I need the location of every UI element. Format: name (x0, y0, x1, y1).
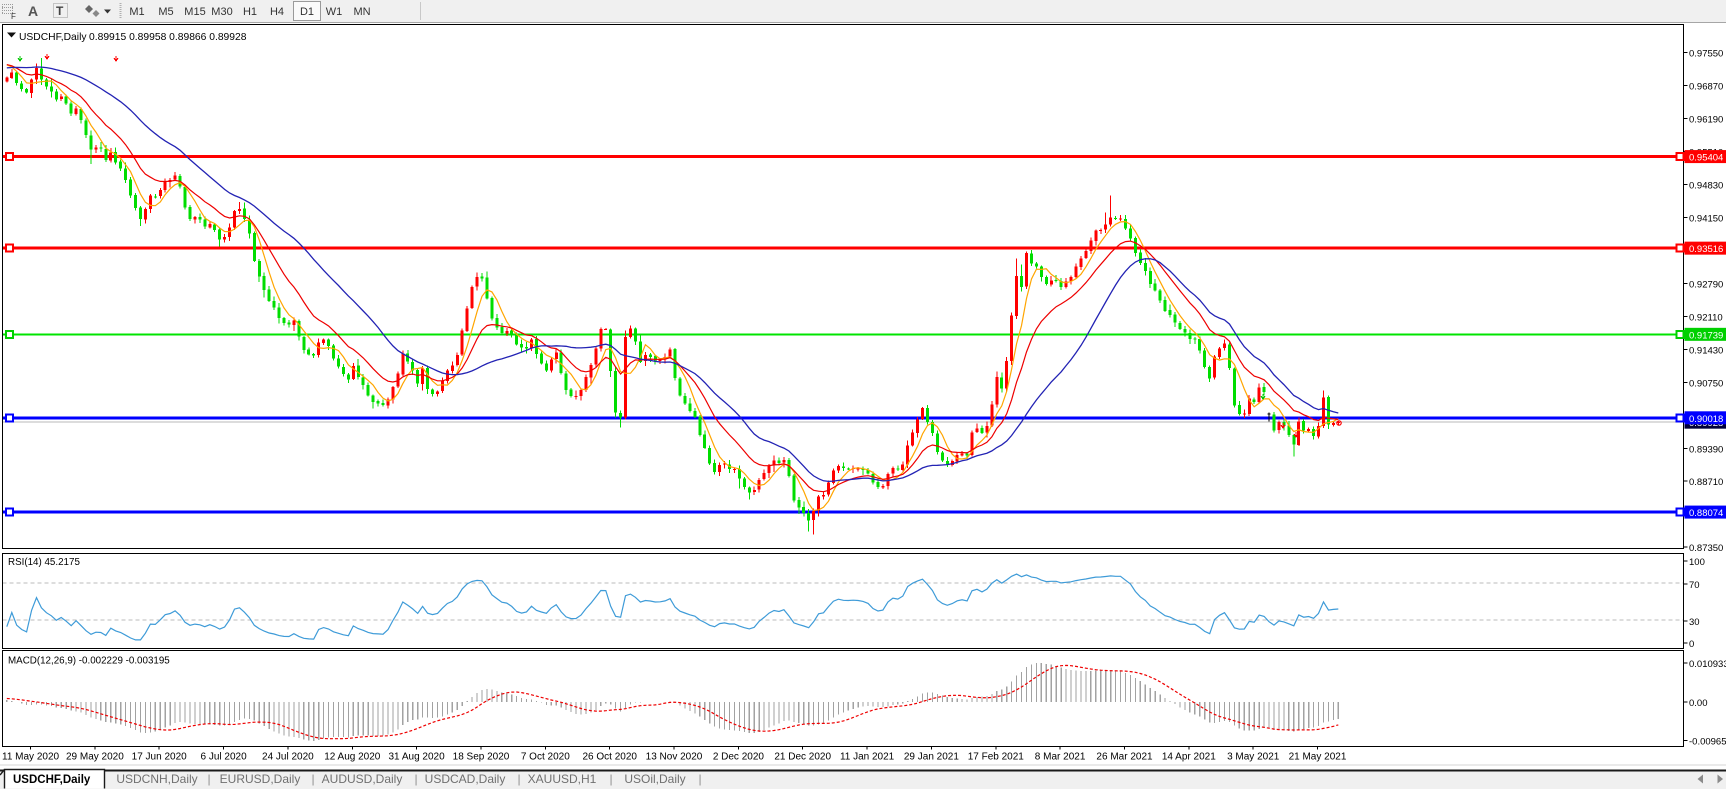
svg-text:100: 100 (1689, 557, 1705, 568)
svg-text:USDCHF,Daily: USDCHF,Daily (19, 32, 87, 43)
svg-text:0.90750: 0.90750 (1689, 378, 1723, 389)
svg-text:12 Aug 2020: 12 Aug 2020 (324, 752, 381, 763)
svg-text:MACD(12,26,9) -0.002229 -0.003: MACD(12,26,9) -0.002229 -0.003195 (8, 656, 170, 667)
svg-text:0.87350: 0.87350 (1689, 543, 1723, 554)
svg-text:3 May 2021: 3 May 2021 (1227, 752, 1280, 763)
svg-text:0.91739: 0.91739 (1689, 330, 1723, 341)
svg-text:0.96190: 0.96190 (1689, 114, 1723, 125)
svg-text:18 Sep 2020: 18 Sep 2020 (453, 752, 510, 763)
svg-text:MN: MN (353, 6, 370, 18)
svg-text:USDCAD,Daily: USDCAD,Daily (425, 772, 506, 786)
svg-text:0.92110: 0.92110 (1689, 312, 1723, 323)
svg-text:M15: M15 (184, 6, 205, 18)
svg-text:0.95404: 0.95404 (1689, 153, 1723, 164)
svg-text:|: | (414, 772, 417, 786)
svg-text:30: 30 (1689, 617, 1700, 628)
svg-text:26 Mar 2021: 26 Mar 2021 (1096, 752, 1153, 763)
svg-text:0.89915 0.89958 0.89866 0.8992: 0.89915 0.89958 0.89866 0.89928 (89, 32, 247, 43)
svg-text:0.93516: 0.93516 (1689, 244, 1723, 255)
svg-text:0.010933: 0.010933 (1689, 659, 1726, 670)
svg-text:D1: D1 (300, 6, 314, 18)
svg-text:H1: H1 (243, 6, 257, 18)
svg-text:31 Aug 2020: 31 Aug 2020 (389, 752, 446, 763)
svg-text:T: T (56, 4, 64, 18)
svg-text:17 Feb 2021: 17 Feb 2021 (968, 752, 1025, 763)
svg-text:21 Dec 2020: 21 Dec 2020 (774, 752, 831, 763)
svg-text:6 Jul 2020: 6 Jul 2020 (201, 752, 248, 763)
svg-text:M1: M1 (129, 6, 144, 18)
svg-text:11 May 2020: 11 May 2020 (2, 752, 60, 763)
svg-text:M5: M5 (158, 6, 173, 18)
svg-text:0.96870: 0.96870 (1689, 81, 1723, 92)
svg-text:0.90018: 0.90018 (1689, 414, 1723, 425)
svg-text:70: 70 (1689, 580, 1700, 591)
svg-text:AUDUSD,Daily: AUDUSD,Daily (322, 772, 403, 786)
svg-text:USDCHF,Daily: USDCHF,Daily (13, 774, 91, 786)
svg-text:USOil,Daily: USOil,Daily (624, 772, 685, 786)
svg-text:|: | (698, 772, 701, 786)
svg-text:|: | (609, 772, 612, 786)
svg-text:-0.009653: -0.009653 (1689, 737, 1726, 748)
svg-text:W1: W1 (326, 6, 343, 18)
svg-text:RSI(14) 45.2175: RSI(14) 45.2175 (8, 557, 80, 568)
svg-text:0: 0 (1689, 639, 1694, 650)
svg-text:7 Oct 2020: 7 Oct 2020 (521, 752, 570, 763)
svg-text:F: F (11, 12, 16, 21)
svg-text:H4: H4 (270, 6, 284, 18)
svg-text:USDCNH,Daily: USDCNH,Daily (116, 772, 197, 786)
svg-text:24 Jul 2020: 24 Jul 2020 (262, 752, 314, 763)
svg-text:|: | (207, 772, 210, 786)
svg-text:|: | (311, 772, 314, 786)
svg-text:0.97550: 0.97550 (1689, 49, 1723, 60)
svg-text:0.94150: 0.94150 (1689, 213, 1723, 224)
svg-text:29 May 2020: 29 May 2020 (66, 752, 124, 763)
svg-text:13 Nov 2020: 13 Nov 2020 (646, 752, 703, 763)
svg-text:A: A (28, 3, 38, 19)
svg-text:8 Mar 2021: 8 Mar 2021 (1035, 752, 1086, 763)
svg-text:26 Oct 2020: 26 Oct 2020 (582, 752, 637, 763)
svg-text:0.94830: 0.94830 (1689, 180, 1723, 191)
svg-text:EURUSD,Daily: EURUSD,Daily (220, 772, 301, 786)
svg-text:2 Dec 2020: 2 Dec 2020 (713, 752, 765, 763)
svg-text:11 Jan 2021: 11 Jan 2021 (840, 752, 895, 763)
svg-text:XAUUSD,H1: XAUUSD,H1 (528, 772, 597, 786)
svg-text:|: | (517, 772, 520, 786)
svg-text:0.88074: 0.88074 (1689, 508, 1723, 519)
svg-text:0.92790: 0.92790 (1689, 279, 1723, 290)
svg-text:0.89390: 0.89390 (1689, 444, 1723, 455)
svg-text:21 May 2021: 21 May 2021 (1289, 752, 1347, 763)
svg-text:14 Apr 2021: 14 Apr 2021 (1162, 752, 1216, 763)
svg-text:M30: M30 (211, 6, 232, 18)
svg-text:0.00: 0.00 (1689, 698, 1708, 709)
svg-text:0.88710: 0.88710 (1689, 477, 1723, 488)
svg-text:29 Jan 2021: 29 Jan 2021 (904, 752, 959, 763)
svg-text:0.91430: 0.91430 (1689, 345, 1723, 356)
svg-text:17 Jun 2020: 17 Jun 2020 (132, 752, 187, 763)
